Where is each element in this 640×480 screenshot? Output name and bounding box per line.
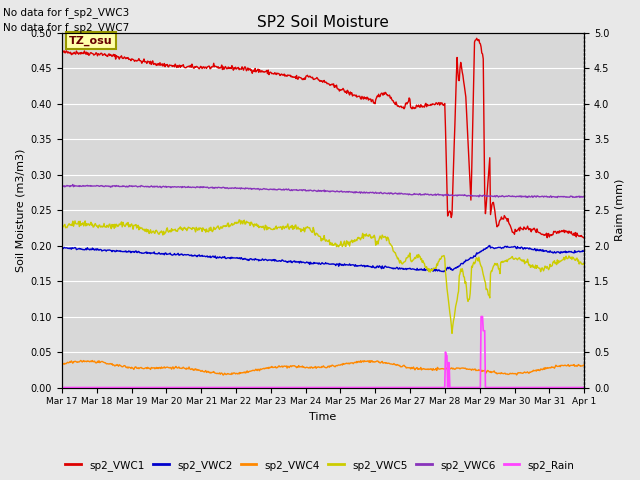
Text: No data for f_sp2_VWC3: No data for f_sp2_VWC3 (3, 7, 129, 18)
Text: TZ_osu: TZ_osu (69, 36, 113, 46)
Title: SP2 Soil Moisture: SP2 Soil Moisture (257, 15, 389, 30)
Text: No data for f_sp2_VWC7: No data for f_sp2_VWC7 (3, 22, 129, 33)
Y-axis label: Raim (mm): Raim (mm) (615, 179, 625, 241)
X-axis label: Time: Time (309, 412, 337, 422)
Legend: sp2_VWC1, sp2_VWC2, sp2_VWC4, sp2_VWC5, sp2_VWC6, sp2_Rain: sp2_VWC1, sp2_VWC2, sp2_VWC4, sp2_VWC5, … (61, 456, 579, 475)
Y-axis label: Soil Moisture (m3/m3): Soil Moisture (m3/m3) (15, 148, 25, 272)
